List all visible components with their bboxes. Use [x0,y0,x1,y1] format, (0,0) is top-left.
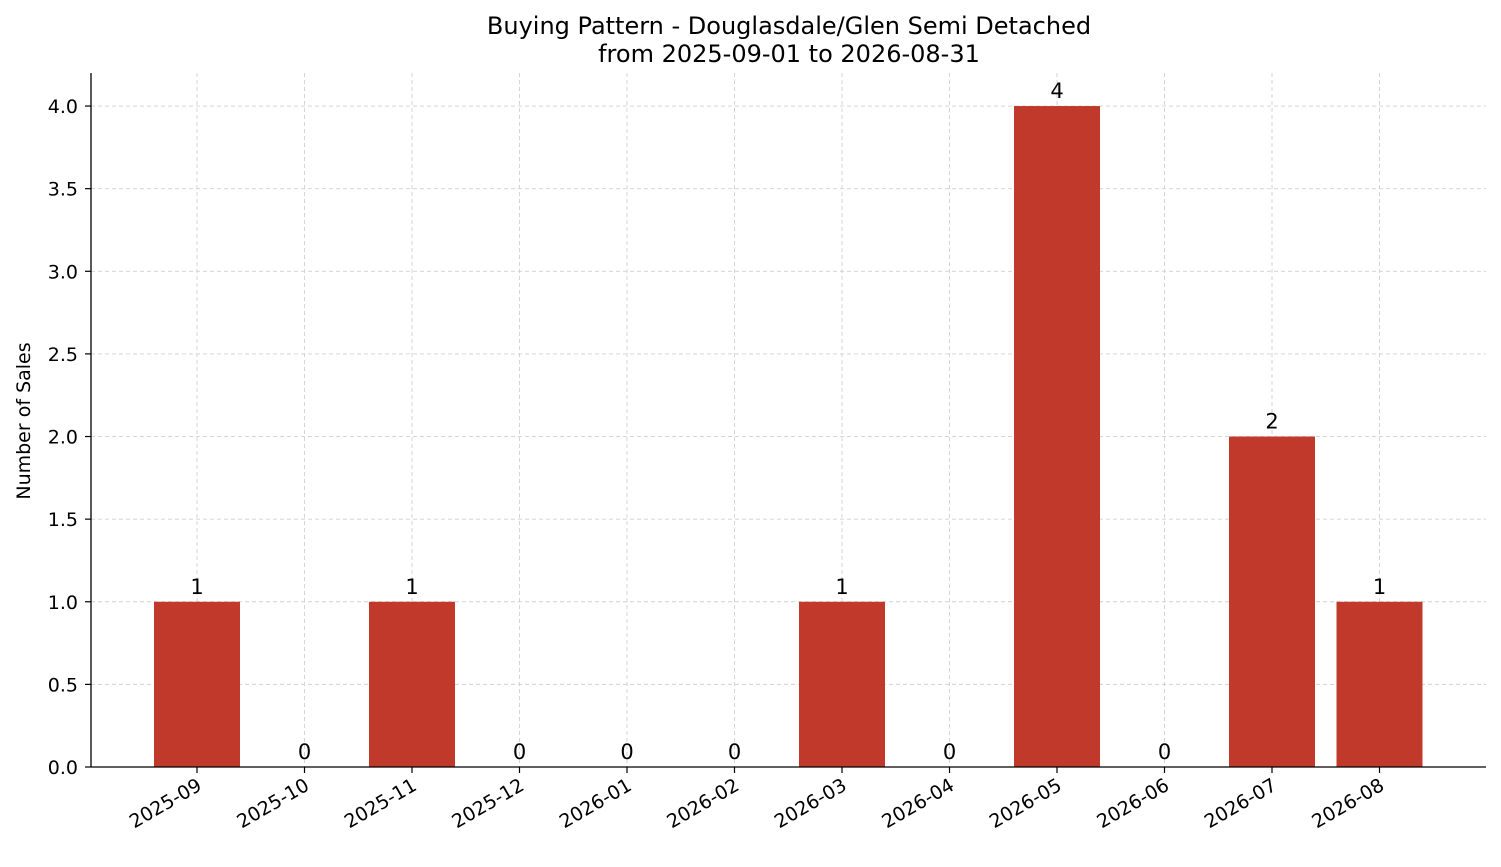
data-label: 0 [513,740,526,764]
x-tick-label: 2026-07 [1201,774,1281,833]
data-label: 0 [620,740,633,764]
chart-subtitle: from 2025-09-01 to 2026-08-31 [598,40,980,68]
x-tick-label: 2026-04 [878,774,958,833]
x-tick-layer: 2025-09 2025-10 2025-11 2025-12 2026-01 2026-… [126,767,1388,833]
bar-2025-11 [369,601,455,767]
x-tick-label: 2026-06 [1093,774,1173,833]
data-label: 1 [835,575,848,599]
data-label: 0 [298,740,311,764]
data-label-layer: 1 0 1 0 0 0 1 0 4 0 2 1 [190,79,1386,764]
y-tick-label: 3.5 [48,179,78,201]
chart-title: Buying Pattern - Douglasdale/Glen Semi D… [487,12,1091,40]
data-label: 2 [1265,410,1278,434]
data-label: 1 [405,575,418,599]
x-tick-label: 2025-09 [126,774,206,833]
y-tick-label: 4.0 [48,96,78,118]
bar-2025-09 [154,601,240,767]
bar-2026-05 [1014,106,1100,768]
y-tick-label: 1.5 [48,509,78,531]
bar-layer [154,106,1423,768]
y-axis-label: Number of Sales [13,342,35,499]
y-tick-label: 1.0 [48,592,78,614]
x-tick-label: 2025-12 [448,774,528,833]
data-label: 0 [1158,740,1171,764]
y-tick-label: 2.0 [48,427,78,449]
y-tick-label: 0.5 [48,674,78,696]
x-tick-label: 2026-01 [556,774,636,833]
y-tick-label: 0.0 [48,757,78,779]
y-tick-layer: 0.0 0.5 1.0 1.5 2.0 2.5 3.0 3.5 4.0 [48,96,91,779]
data-label: 4 [1050,79,1063,103]
bar-2026-07 [1229,436,1315,767]
y-tick-label: 3.0 [48,261,78,283]
x-tick-label: 2026-05 [986,774,1066,833]
x-tick-label: 2025-10 [233,774,313,833]
y-tick-label: 2.5 [48,344,78,366]
x-tick-label: 2025-11 [341,774,421,833]
data-label: 0 [728,740,741,764]
data-label: 0 [943,740,956,764]
bar-2026-08 [1336,601,1423,767]
x-tick-label: 2026-02 [663,774,743,833]
data-label: 1 [1373,575,1386,599]
bar-2026-03 [799,601,885,767]
data-label: 1 [190,575,203,599]
x-tick-label: 2026-08 [1308,774,1388,833]
x-tick-label: 2026-03 [771,774,851,833]
grid-layer [91,73,1486,768]
